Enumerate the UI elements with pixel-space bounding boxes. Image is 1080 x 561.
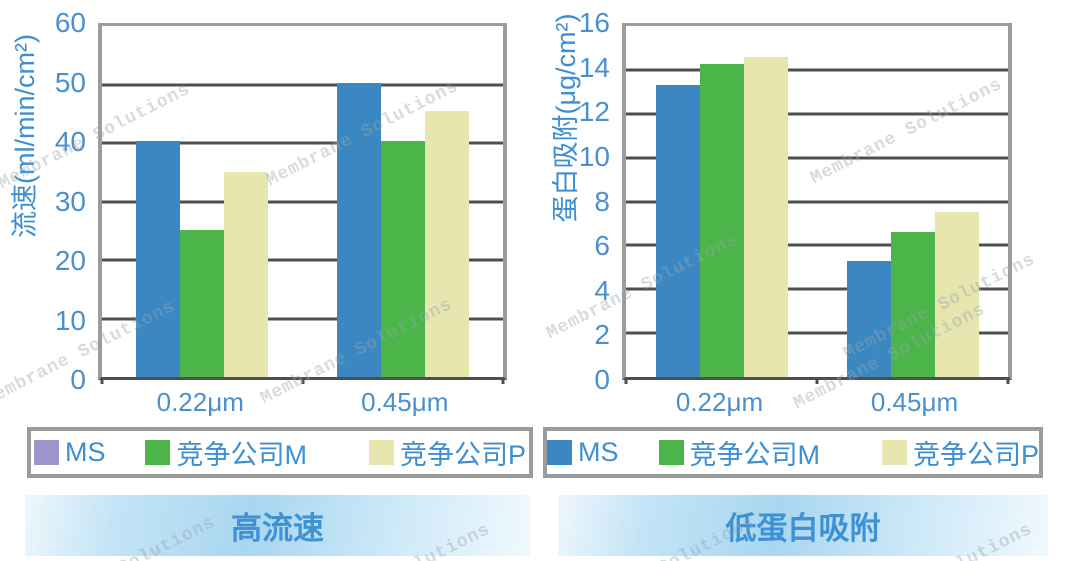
bar-竞争公司M	[890, 232, 935, 377]
gridline	[626, 331, 1008, 335]
y-tick-label: 0	[594, 364, 610, 395]
gridline	[626, 287, 1008, 291]
bar-竞争公司M	[180, 229, 225, 377]
banner-label: 高流速	[231, 511, 324, 546]
gridline	[102, 83, 503, 86]
x-tick-mark	[100, 377, 104, 384]
y-tick-label: 4	[594, 274, 610, 306]
gridline	[626, 112, 1008, 116]
y-tick-label: 6	[594, 230, 610, 262]
protein-adsorption-chart-panel: 蛋白吸附(μg/cm²) 0 2 4 6 8 10 12 14 16 0.22μm 0.45μm …	[540, 0, 1080, 561]
legend-item-MS: MS	[33, 437, 106, 468]
y-axis-ticks: 0 10 20 30 40 50 60	[0, 9, 86, 394]
y-tick-label: 60	[54, 7, 86, 38]
legend-item-竞争公司P: 竞争公司P	[882, 433, 1039, 472]
y-axis-ticks: 0 2 4 6 8 10 12 14 16	[540, 9, 610, 394]
gridline	[102, 200, 503, 203]
x-tick-mark	[815, 377, 819, 384]
x-tick-label: 0.45μm	[870, 387, 959, 417]
y-tick-label: 10	[54, 304, 86, 336]
y-tick-label: 16	[578, 7, 610, 38]
legend-item-竞争公司P: 竞争公司P	[368, 433, 526, 472]
legend-swatch	[547, 440, 572, 465]
legend-swatch	[882, 440, 907, 465]
gridline	[102, 258, 503, 262]
legend-label: MS	[578, 437, 619, 467]
plot-area	[98, 23, 507, 384]
legend-item-竞争公司M: 竞争公司M	[145, 433, 307, 472]
legend-swatch	[658, 440, 684, 465]
bar-group-0.22μm	[626, 26, 817, 377]
bar-MS	[846, 260, 891, 377]
gridline	[626, 200, 1008, 203]
bar-MS	[336, 83, 381, 377]
gridline	[102, 141, 503, 145]
gridline	[626, 243, 1008, 247]
y-tick-label: 20	[54, 245, 86, 276]
legend-box: MS 竞争公司M 竞争公司P	[543, 427, 1043, 478]
bar-group-0.45μm	[303, 26, 504, 377]
bar-竞争公司M	[380, 141, 425, 377]
bar-竞争公司P	[934, 212, 979, 377]
bar-groups	[626, 26, 1008, 377]
legend-item-竞争公司M: 竞争公司M	[658, 433, 821, 472]
banner-label: 低蛋白吸附	[725, 511, 881, 546]
y-tick-label: 10	[578, 140, 610, 172]
bar-MS	[655, 85, 700, 377]
flow-rate-chart-panel: 流速(ml/min/cm²) 0 10 20 30 40 50 60 0.22μm 0.45μ…	[0, 9, 533, 556]
x-axis-labels: 0.22μm 0.45μm	[98, 387, 507, 419]
legend-item-MS: MS	[547, 437, 619, 468]
bar-竞争公司M	[699, 64, 744, 377]
legend-swatch	[368, 440, 394, 465]
legend-swatch	[33, 440, 59, 465]
bar-group-0.22μm	[102, 26, 303, 377]
x-tick-mark	[1006, 377, 1010, 384]
gridline	[102, 317, 503, 320]
y-tick-label: 2	[594, 319, 610, 351]
x-tick-mark	[624, 377, 628, 384]
legend-box: MS 竞争公司M 竞争公司P	[27, 427, 533, 478]
legend-label: 竞争公司P	[399, 440, 526, 470]
x-tick-label: 0.45μm	[361, 387, 449, 417]
y-tick-label: 0	[70, 364, 86, 395]
y-tick-label: 8	[594, 185, 610, 217]
legend-label: 竞争公司M	[176, 440, 307, 470]
y-tick-label: 12	[578, 96, 610, 128]
legend-label: 竞争公司M	[689, 440, 821, 470]
legend-label: 竞争公司P	[913, 440, 1040, 470]
y-tick-label: 50	[54, 66, 86, 98]
banner: 低蛋白吸附	[558, 495, 1048, 556]
banner: 高流速	[25, 495, 530, 556]
bar-竞争公司P	[224, 172, 269, 377]
gridline	[626, 156, 1008, 160]
y-tick-label: 40	[54, 126, 86, 157]
y-tick-label: 14	[578, 51, 610, 83]
bar-MS	[136, 141, 181, 377]
bar-group-0.45μm	[817, 26, 1008, 377]
legend-swatch	[145, 440, 171, 465]
x-axis-labels: 0.22μm 0.45μm	[622, 387, 1012, 419]
x-tick-mark	[501, 377, 505, 384]
x-tick-label: 0.22μm	[156, 387, 244, 417]
y-tick-label: 30	[54, 185, 86, 217]
bar-竞争公司P	[743, 56, 788, 377]
legend-label: MS	[64, 437, 106, 467]
bar-groups	[102, 26, 503, 377]
x-tick-mark	[301, 377, 304, 384]
plot-area	[622, 23, 1012, 384]
gridline	[626, 68, 1008, 72]
x-tick-label: 0.22μm	[675, 387, 764, 417]
bar-竞争公司P	[424, 110, 469, 377]
